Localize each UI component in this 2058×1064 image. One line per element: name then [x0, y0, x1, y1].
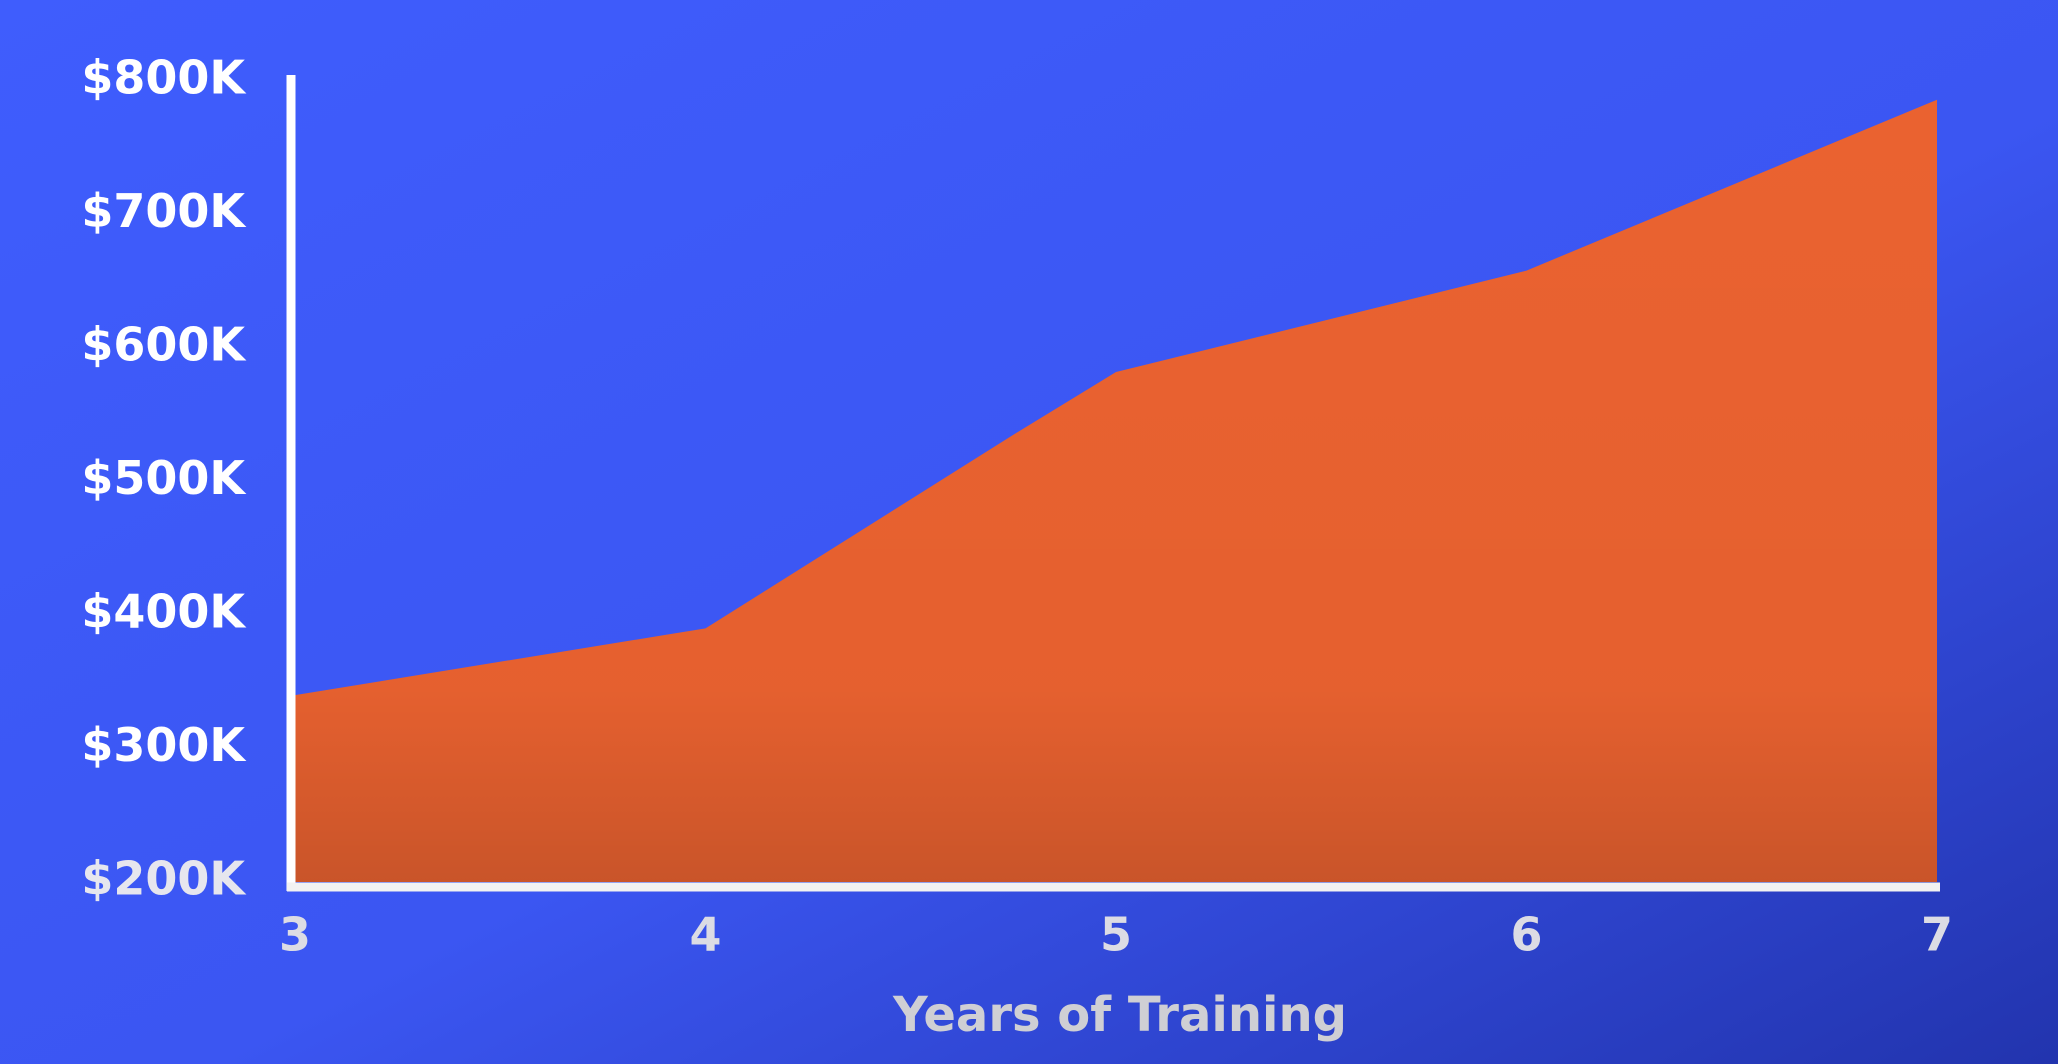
- y-tick-label: $600K: [81, 318, 247, 372]
- y-tick-label: $800K: [81, 51, 247, 105]
- x-tick-label: 6: [1510, 908, 1542, 962]
- y-tick-label: $500K: [81, 451, 247, 505]
- plot-area: $200K $300K $400K $500K $600K $700K $800K 3 4 5 6 7: [81, 51, 1953, 962]
- x-tick-label: 7: [1921, 908, 1953, 962]
- x-axis-label: Years of Training: [892, 987, 1347, 1043]
- x-tick-label: 5: [1100, 908, 1132, 962]
- x-tick-label: 3: [279, 908, 311, 962]
- y-tick-label: $200K: [81, 852, 247, 906]
- y-tick-label: $400K: [81, 585, 247, 639]
- y-tick-label: $300K: [81, 718, 247, 772]
- y-tick-label: $700K: [81, 184, 247, 238]
- area-shade: [295, 99, 1937, 882]
- x-tick-label: 4: [689, 908, 721, 962]
